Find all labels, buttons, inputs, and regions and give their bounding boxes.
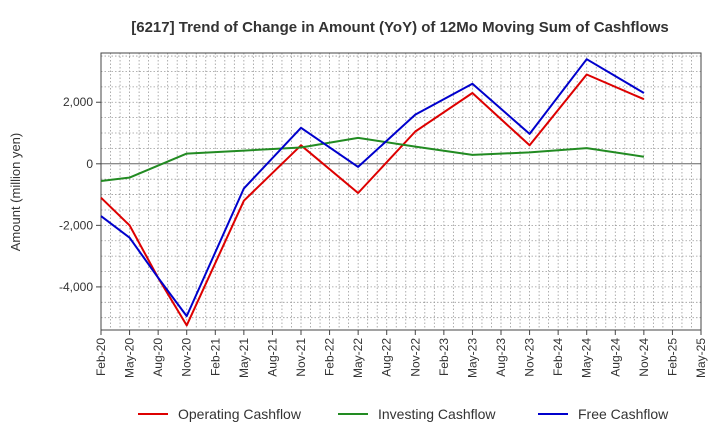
legend: Operating Cashflow Investing Cashflow Free… bbox=[138, 406, 669, 422]
investing-cashflow-line bbox=[100, 136, 645, 182]
axes: 2,000 0 -2,000 -4,000 Feb-20 May-20 Aug-20 Nov-… bbox=[59, 52, 708, 378]
x-tick-label: Nov-21 bbox=[294, 338, 308, 377]
x-tick-label: Feb-24 bbox=[551, 338, 565, 376]
y-tick-label: 2,000 bbox=[63, 95, 93, 109]
x-tick-label: Aug-24 bbox=[608, 338, 622, 377]
x-tick-label: Feb-21 bbox=[208, 338, 222, 376]
free-cashflow-line bbox=[100, 58, 645, 318]
chart-title: [6217] Trend of Change in Amount (YoY) o… bbox=[131, 19, 669, 36]
series bbox=[100, 58, 645, 327]
x-tick-label: May-20 bbox=[123, 338, 137, 378]
x-tick-label: Nov-24 bbox=[637, 338, 651, 377]
legend-label-free-cashflow: Free Cashflow bbox=[578, 406, 669, 422]
y-tick-label: -4,000 bbox=[59, 280, 93, 294]
x-tick-label: Aug-23 bbox=[494, 338, 508, 377]
x-tick-label: Nov-20 bbox=[180, 338, 194, 377]
legend-label-investing-cashflow: Investing Cashflow bbox=[378, 406, 496, 422]
y-axis-label: Amount (million yen) bbox=[8, 133, 23, 252]
x-tick-label: May-24 bbox=[580, 338, 594, 378]
x-tick-label: May-25 bbox=[694, 338, 708, 378]
y-tick-label: -2,000 bbox=[59, 218, 93, 232]
x-tick-label: Aug-21 bbox=[265, 338, 279, 377]
legend-label-operating-cashflow: Operating Cashflow bbox=[178, 406, 302, 422]
x-tick-label: Aug-20 bbox=[151, 338, 165, 377]
x-tick-label: Aug-22 bbox=[380, 338, 394, 377]
x-tick-label: May-22 bbox=[351, 338, 365, 378]
x-tick-label: Feb-25 bbox=[665, 338, 679, 376]
y-tick-label: 0 bbox=[86, 157, 93, 171]
x-tick-label: Nov-23 bbox=[523, 338, 537, 377]
x-tick-label: May-21 bbox=[237, 338, 251, 378]
x-tick-label: Feb-20 bbox=[94, 338, 108, 376]
operating-cashflow-line bbox=[100, 73, 645, 327]
grid bbox=[100, 53, 702, 330]
x-tick-label: Feb-23 bbox=[437, 338, 451, 376]
plot-frame bbox=[100, 52, 702, 331]
x-tick-label: Nov-22 bbox=[408, 338, 422, 377]
x-tick-label: May-23 bbox=[465, 338, 479, 378]
x-tick-label: Feb-22 bbox=[323, 338, 337, 376]
